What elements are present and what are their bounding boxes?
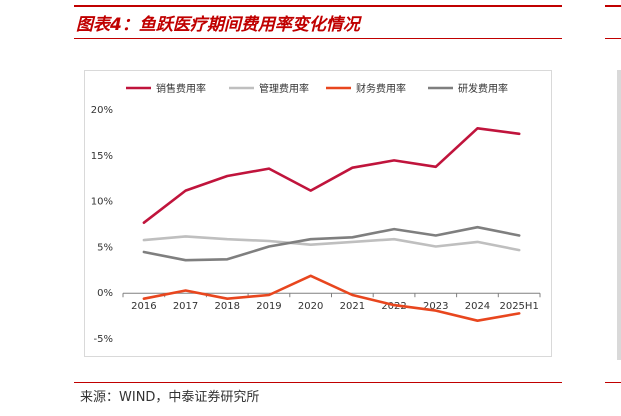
x-tick-label: 2024: [465, 301, 490, 312]
source-rule: [74, 382, 562, 383]
y-tick-label: 15%: [91, 151, 113, 162]
x-tick-label: 2018: [215, 301, 240, 312]
source-note: 来源：WIND，中泰证券研究所: [80, 390, 260, 405]
series-line: [142, 235, 521, 252]
chart-series: [142, 126, 521, 322]
x-axis-ticks: 2016 2017 2018 2019 2020 2021 2022 2023 2024 2025…: [122, 293, 541, 312]
title-rule-bottom: [74, 38, 562, 39]
series-line: [142, 274, 521, 322]
y-tick-label: 10%: [91, 197, 113, 208]
page-title: 图表4：鱼跃医疗期间费用率变化情况: [76, 15, 360, 35]
title-rule-top: [74, 5, 562, 7]
x-tick-label: 2016: [131, 301, 156, 312]
legend-label: 研发费用率: [458, 82, 508, 95]
legend-label: 管理费用率: [259, 82, 309, 95]
expense-ratio-chart: 销售费用率 管理费用率 财务费用率 研发费用率 20% 15% 10% 5% 0% -5% 20…: [91, 82, 541, 345]
x-tick-label: 2017: [173, 301, 198, 312]
adjacent-page-rule-top: [605, 5, 621, 7]
x-tick-label: 2025H1: [499, 301, 538, 312]
chart-frame: 销售费用率 管理费用率 财务费用率 研发费用率 20% 15% 10% 5% 0% -5% 20…: [84, 70, 552, 357]
x-tick-label: 2022: [381, 301, 406, 312]
y-axis-ticks: 20% 15% 10% 5% 0% -5%: [91, 105, 113, 345]
legend-label: 销售费用率: [156, 82, 206, 95]
adjacent-page-rule-bottom: [605, 382, 621, 383]
x-tick-label: 2019: [256, 301, 281, 312]
x-tick-label: 2020: [298, 301, 323, 312]
legend-label: 财务费用率: [356, 82, 406, 95]
x-tick-label: 2021: [340, 301, 365, 312]
x-tick-label: 2023: [423, 301, 448, 312]
y-tick-label: 0%: [97, 288, 113, 299]
series-line: [142, 225, 521, 262]
series-line: [142, 126, 521, 224]
chart-legend: 销售费用率 管理费用率 财务费用率 研发费用率: [126, 82, 508, 95]
y-tick-label: 20%: [91, 105, 113, 116]
adjacent-page-rule-mid: [605, 38, 621, 39]
y-tick-label: -5%: [94, 334, 113, 345]
adjacent-page-frame-edge: [617, 70, 621, 360]
y-tick-label: 5%: [97, 242, 113, 253]
